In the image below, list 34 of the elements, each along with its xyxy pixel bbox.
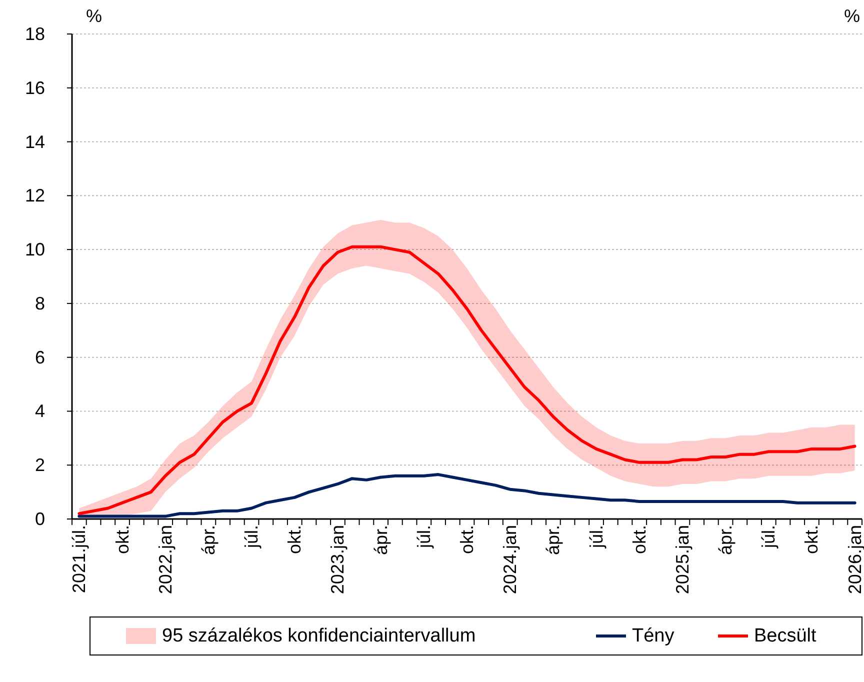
x-tick-label: ápr. [198, 525, 218, 556]
y-tick-label: 4 [34, 401, 45, 422]
x-tick-label: 2023.jan [328, 525, 348, 594]
x-tick-label: 2024.jan [500, 525, 520, 594]
x-tick-label: júl. [414, 525, 434, 550]
x-tick-label: 2022.jan [155, 525, 176, 594]
y-tick-label: 0 [34, 509, 45, 529]
x-tick-label: 2025.jan [672, 525, 692, 594]
y-tick-label: 2 [34, 455, 45, 476]
y-tick-label: 6 [34, 347, 45, 368]
y-tick-label: 10 [24, 240, 45, 260]
line-series [78, 473, 856, 518]
y-tick-label: 8 [34, 293, 45, 314]
text: % [844, 6, 860, 26]
y-tick-label: 18 [24, 24, 45, 44]
y-tick-label: 12 [24, 186, 45, 206]
x-tick-label: júl. [586, 525, 606, 550]
legend-label: Becsült [754, 626, 818, 646]
y-tick-label: 16 [24, 78, 45, 98]
x-tick-label: okt. [457, 525, 477, 554]
x-tick-label: okt. [284, 525, 305, 554]
x-tick-label: okt. [112, 525, 132, 554]
y-tick-label: 14 [24, 132, 45, 152]
y-axis-title: % [86, 6, 102, 26]
x-tick-label: júl. [242, 525, 262, 550]
x-tick-label: ápr. [370, 525, 391, 556]
x-tick-label: ápr. [716, 525, 736, 556]
legend-label: Tény [632, 626, 675, 646]
text: 95 százalékos konfidenciaintervallum [162, 626, 476, 646]
x-tick-label: ápr. [543, 525, 564, 556]
x-tick-label: júl. [758, 525, 779, 550]
x-tick-label: 2021.júl. [69, 525, 90, 594]
x-tick-label: okt. [802, 525, 822, 554]
x-tick-label: okt. [629, 525, 650, 554]
